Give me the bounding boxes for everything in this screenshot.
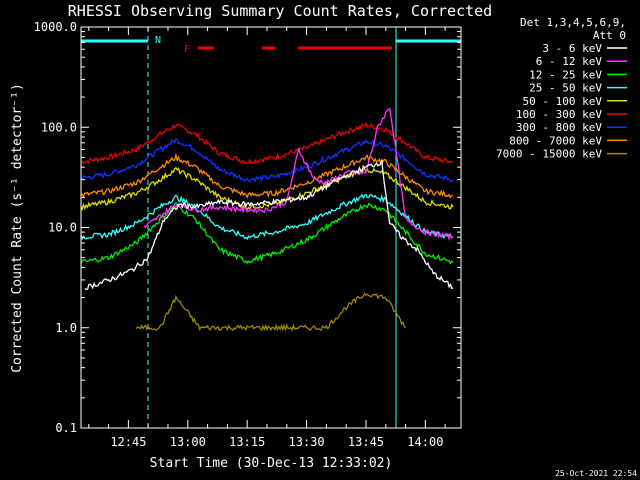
series-100-300-kev: [80, 121, 454, 165]
plot-area: NF: [80, 27, 462, 428]
x-tick-label: 13:15: [229, 435, 265, 449]
series-25-50-kev: [80, 193, 454, 241]
series-7000-15000-kev: [135, 292, 407, 332]
legend-label: 12 - 25 keV: [529, 68, 602, 81]
x-axis: 12:45 13:00 13:15 13:30 13:45 14:00: [88, 27, 446, 449]
x-tick-label: 14:00: [407, 435, 443, 449]
x-tick-label: 13:45: [348, 435, 384, 449]
chart-title: RHESSI Observing Summary Count Rates, Co…: [68, 2, 492, 20]
y-tick-label: 0.1: [55, 421, 77, 435]
series-300-800-kev: [80, 138, 454, 183]
series-12-25-kev: [80, 201, 454, 265]
series-6-12-kev: [143, 107, 454, 242]
legend-label: 300 - 800 keV: [516, 121, 602, 134]
y-tick-label: 10.0: [48, 221, 77, 235]
y-tick-label: 1.0: [55, 321, 77, 335]
x-tick-label: 13:30: [289, 435, 325, 449]
y-tick-label: 1000.0: [34, 20, 77, 34]
y-axis: 0.1 1.0 10.0 100.0 1000.0: [34, 20, 461, 435]
legend-label: 800 - 7000 keV: [509, 134, 602, 147]
y-tick-label: 100.0: [41, 120, 77, 134]
legend-header: Att 0: [593, 29, 626, 42]
legend-label: 3 - 6 keV: [542, 42, 602, 55]
flare-annotation: F: [184, 44, 190, 55]
series-50-100-kev: [80, 166, 454, 212]
series-800-7000-kev: [80, 152, 454, 199]
x-tick-label: 12:45: [110, 435, 146, 449]
legend-header: Det 1,3,4,5,6,9,: [520, 16, 626, 29]
night-annotation: N: [155, 35, 161, 46]
x-axis-label: Start Time (30-Dec-13 12:33:02): [150, 456, 393, 471]
series-3-6-kev: [84, 159, 454, 291]
legend-label: 50 - 100 keV: [523, 95, 603, 108]
y-axis-label: Corrected Count Rate (s⁻¹ detector⁻¹): [10, 83, 25, 373]
legend-label: 25 - 50 keV: [529, 82, 602, 95]
legend-label: 7000 - 15000 keV: [496, 148, 602, 161]
legend-label: 100 - 300 keV: [516, 108, 602, 121]
x-tick-label: 13:00: [170, 435, 206, 449]
legend-label: 6 - 12 keV: [536, 55, 603, 68]
footer-timestamp: 25-Oct-2021 22:54: [555, 469, 637, 478]
